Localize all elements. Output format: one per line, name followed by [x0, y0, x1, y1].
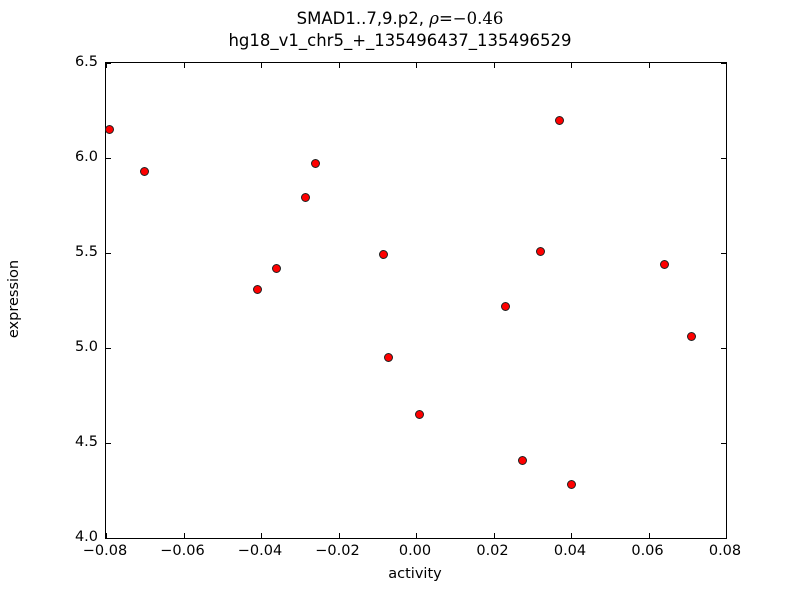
- data-point: [500, 301, 510, 311]
- x-axis-tick-top: [416, 63, 417, 68]
- x-axis-tick-top: [261, 63, 262, 68]
- data-point: [310, 159, 320, 169]
- y-axis-tick-right: [721, 538, 726, 539]
- x-axis-tick-top: [571, 63, 572, 68]
- x-axis-tick-top: [338, 63, 340, 68]
- data-point: [272, 263, 281, 273]
- x-axis-label: activity: [388, 566, 442, 582]
- x-axis-tick: [726, 533, 727, 538]
- rho-value: =−0.46: [438, 9, 504, 28]
- y-axis-tick-label: 5.5: [74, 244, 98, 260]
- x-axis-tick: [261, 533, 262, 538]
- x-axis-tick-label: 0.00: [398, 543, 432, 559]
- data-point: [566, 480, 576, 490]
- y-axis-tick: [106, 158, 111, 159]
- data-points-layer: [105, 63, 726, 538]
- data-point: [518, 455, 528, 465]
- data-point: [252, 284, 262, 294]
- x-axis-tick-top: [106, 63, 107, 68]
- y-axis-label: expression: [6, 259, 22, 339]
- x-axis-tick-label: 0.06: [631, 543, 664, 559]
- x-axis-tick-label: 0.08: [708, 543, 742, 559]
- data-point: [140, 166, 150, 176]
- x-axis-tick-label: 0.04: [553, 543, 587, 559]
- y-axis-tick-label: 5.0: [74, 339, 98, 355]
- y-axis-tick: [106, 538, 111, 539]
- chart-title-line-2: hg18_v1_chr5_+_135496437_135496529: [228, 31, 572, 50]
- y-axis-tick-right: [721, 443, 726, 444]
- x-axis-tick: [416, 533, 417, 538]
- y-axis-tick-right: [721, 348, 726, 349]
- x-axis-tick: [106, 533, 107, 538]
- x-axis-tick-top: [493, 63, 495, 68]
- x-axis-tick: [338, 533, 340, 538]
- x-axis-tick-label: −0.02: [315, 543, 360, 559]
- data-point: [659, 259, 669, 269]
- data-point: [415, 410, 425, 419]
- y-axis-tick-label: 4.0: [74, 529, 98, 545]
- y-axis-tick: [106, 348, 111, 349]
- x-axis-tick-label: −0.04: [237, 543, 283, 559]
- x-axis-tick: [183, 533, 185, 538]
- plot-axes: [105, 62, 727, 539]
- y-axis-tick-right: [721, 158, 726, 159]
- x-axis-tick-label: 0.02: [476, 543, 509, 559]
- data-point: [301, 193, 311, 203]
- chart-title: SMAD1..7,9.p2, ρ=−0.46 hg18_v1_chr5_+_13…: [0, 8, 800, 52]
- data-point: [554, 115, 564, 125]
- x-axis-tick-top: [648, 63, 650, 68]
- y-axis-tick-right: [721, 253, 726, 254]
- x-axis-tick-top: [726, 63, 727, 68]
- y-axis-tick-label: 6.5: [74, 54, 98, 70]
- rho-symbol: ρ: [429, 9, 439, 28]
- chart-title-gene-label: SMAD1..7,9.p2,: [296, 9, 430, 28]
- y-axis-tick: [106, 253, 111, 254]
- data-point: [378, 250, 388, 260]
- x-axis-tick-top: [183, 63, 185, 68]
- y-axis-tick-right: [721, 63, 726, 64]
- y-axis-tick: [106, 63, 111, 64]
- data-point: [535, 246, 545, 256]
- y-axis-tick: [106, 443, 111, 444]
- x-axis-tick: [648, 533, 650, 538]
- chart-title-line-1: SMAD1..7,9.p2, ρ=−0.46: [0, 8, 800, 30]
- x-axis-tick: [493, 533, 495, 538]
- data-point: [105, 125, 115, 134]
- y-axis-tick-label: 4.5: [74, 434, 98, 450]
- y-axis-tick-label: 6.0: [74, 149, 98, 165]
- x-axis-tick-label: −0.06: [160, 543, 205, 559]
- x-axis-tick-label: −0.08: [82, 543, 128, 559]
- data-point: [384, 353, 394, 362]
- x-axis-tick: [571, 533, 572, 538]
- data-point: [686, 332, 696, 342]
